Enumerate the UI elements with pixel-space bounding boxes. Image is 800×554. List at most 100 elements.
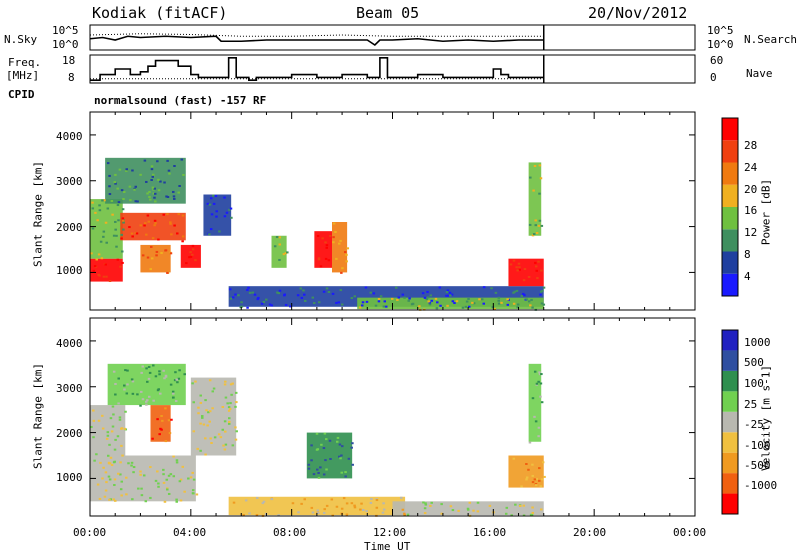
velocity-speckle [131, 380, 135, 383]
velocity-speckle [533, 370, 537, 373]
power-speckle [248, 291, 252, 294]
power-speckle [275, 236, 279, 239]
velocity-speckle [402, 510, 406, 513]
power-speckle [332, 236, 335, 239]
velocity-speckle [148, 395, 151, 398]
velocity-speckle [538, 371, 541, 374]
velocity-speckle [174, 400, 178, 403]
power-speckle [523, 294, 526, 297]
velocity-speckle [406, 513, 410, 516]
velocity-speckle [212, 387, 216, 390]
velocity-speckle [325, 468, 328, 471]
power-y-tick-4000: 4000 [56, 130, 83, 143]
power-speckle [94, 211, 97, 214]
velocity-speckle [429, 504, 432, 507]
power-speckle [110, 200, 114, 203]
velocity-speckle [139, 470, 142, 473]
velocity-speckle [231, 444, 235, 447]
power-speckle [534, 261, 537, 264]
velocity-speckle [224, 380, 227, 383]
power-speckle [154, 200, 157, 203]
velocity-speckle [353, 506, 357, 509]
power-speckle [149, 268, 152, 271]
velocity-speckle [113, 499, 117, 502]
power-speckle [515, 289, 519, 292]
power-speckle [345, 260, 348, 263]
velocity-speckle [359, 508, 362, 511]
velocity-speckle [223, 420, 227, 423]
power-speckle [229, 207, 233, 210]
velocity-speckle [158, 373, 161, 376]
velocity-speckle [106, 431, 110, 434]
power-speckle [436, 301, 439, 304]
velocity-speckle [528, 441, 532, 444]
velocity-speckle [125, 392, 129, 395]
freq-label-1: Freq. [8, 56, 42, 69]
power-speckle [121, 208, 125, 211]
power-speckle [165, 195, 168, 198]
power-speckle [229, 297, 233, 300]
velocity-speckle [141, 365, 145, 368]
velocity-speckle [117, 472, 120, 475]
power-speckle [118, 168, 122, 171]
power-speckle [518, 268, 521, 271]
power-speckle [478, 298, 481, 301]
power-cbar-swatch-1 [722, 251, 738, 274]
velocity-speckle [510, 514, 513, 517]
velocity-speckle [104, 489, 108, 492]
power-speckle [316, 234, 320, 237]
velocity-speckle [365, 510, 368, 513]
power-speckle [439, 304, 442, 307]
power-speckle [512, 259, 516, 262]
power-speckle [157, 238, 160, 241]
power-speckle [284, 252, 288, 255]
velocity-speckle [183, 490, 186, 493]
power-speckle [270, 304, 273, 307]
velocity-speckle [261, 502, 265, 505]
power-speckle [532, 189, 535, 192]
velocity-speckle [403, 512, 406, 515]
velocity-speckle [230, 393, 233, 396]
power-speckle [121, 261, 124, 264]
velocity-speckle [534, 420, 538, 423]
velocity-speckle [168, 432, 172, 435]
velocity-speckle [141, 398, 145, 401]
velocity-speckle [110, 464, 114, 467]
velocity-speckle [119, 488, 123, 491]
power-speckle [92, 269, 96, 272]
power-speckle [102, 275, 106, 278]
power-speckle [167, 169, 171, 172]
power-speckle [231, 296, 235, 299]
velocity-speckle [382, 508, 386, 511]
velocity-speckle [531, 481, 535, 484]
velocity-speckle [164, 407, 167, 410]
velocity-speckle [534, 482, 538, 485]
velocity-speckle [196, 447, 199, 450]
power-speckle [286, 251, 289, 254]
vel-cbar-tick-m500: -500 [744, 459, 771, 472]
power-speckle [164, 249, 167, 252]
velocity-speckle [169, 383, 173, 386]
power-speckle [304, 299, 307, 302]
velocity-speckle [360, 502, 363, 505]
power-speckle [353, 295, 357, 298]
velocity-speckle [157, 482, 160, 485]
velocity-speckle [187, 477, 190, 480]
velocity-speckle [167, 419, 171, 422]
velocity-speckle [106, 454, 110, 457]
power-speckle [530, 298, 533, 301]
power-speckle [396, 298, 399, 301]
velocity-speckle [514, 503, 517, 506]
power-speckle [131, 169, 134, 172]
velocity-speckle [204, 437, 207, 440]
power-speckle [133, 188, 136, 191]
power-speckle [151, 175, 155, 178]
velocity-speckle [162, 473, 165, 476]
power-speckle [122, 228, 125, 231]
velocity-speckle [248, 512, 251, 515]
power-speckle [152, 192, 156, 195]
power-cbar-tick-12: 12 [744, 226, 758, 239]
power-speckle [535, 269, 538, 272]
velocity-speckle [307, 463, 311, 466]
power-speckle [246, 306, 249, 309]
